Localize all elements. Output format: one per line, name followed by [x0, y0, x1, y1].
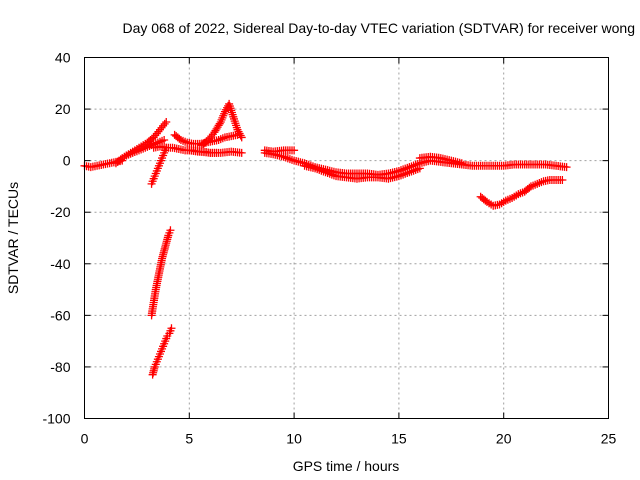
data-point-fill	[218, 134, 227, 143]
data-point-fill	[215, 119, 224, 128]
data-point	[162, 117, 171, 126]
x-tick-label: 20	[496, 431, 512, 447]
x-tick-label: 25	[601, 431, 617, 447]
data-point-fill	[230, 114, 239, 123]
x-tick-labels: 0 5 10 15 20 25	[81, 431, 617, 447]
data-point	[237, 148, 246, 157]
data-point	[457, 159, 466, 168]
x-tick-label: 5	[185, 431, 193, 447]
data-point-fill	[230, 117, 239, 126]
data-point-fill	[216, 135, 225, 144]
x-tick-label: 0	[81, 431, 89, 447]
data-point	[160, 136, 169, 145]
y-tick-label: -40	[50, 256, 70, 272]
series-arc-j	[197, 99, 246, 150]
y-tick-label: -60	[50, 307, 70, 323]
plot-frame	[84, 57, 609, 419]
grid-lines	[84, 57, 609, 419]
y-tick-label: 0	[63, 153, 71, 169]
data-point	[166, 226, 175, 235]
data-point-fill	[228, 110, 237, 119]
data-point	[290, 146, 299, 155]
y-tick-label: 40	[55, 50, 71, 66]
data-point	[562, 163, 571, 172]
data-point-fill	[231, 119, 240, 128]
y-tick-label: -20	[50, 204, 70, 220]
series-arc-m	[300, 161, 424, 183]
x-tick-label: 10	[286, 431, 302, 447]
y-axis-label: SDTVAR / TECUs	[5, 182, 21, 294]
y-tick-label: 20	[55, 101, 71, 117]
y-tick-labels: -100 -80 -60 -40 -20 0 20 40	[42, 50, 70, 427]
data-point	[237, 133, 246, 142]
axis-ticks	[84, 57, 609, 419]
data-point-fill	[160, 119, 169, 128]
chart-title: Day 068 of 2022, Sidereal Day-to-day VTE…	[122, 20, 635, 36]
series-arc-n	[415, 152, 466, 168]
x-tick-label: 15	[391, 431, 407, 447]
data-point	[167, 324, 176, 333]
y-tick-label: -100	[42, 411, 70, 427]
data-point	[558, 175, 567, 184]
data-point-fill	[236, 131, 245, 140]
series-arc-e	[147, 226, 175, 320]
data-point	[415, 164, 424, 173]
data-marks	[80, 99, 571, 379]
data-point	[229, 112, 238, 121]
series-arc-o	[476, 175, 567, 210]
series-arc-i	[185, 146, 246, 157]
series-arc-l	[260, 146, 299, 156]
y-tick-label: -80	[50, 359, 70, 375]
x-axis-label: GPS time / hours	[293, 458, 400, 474]
series-arc-f	[148, 324, 176, 379]
